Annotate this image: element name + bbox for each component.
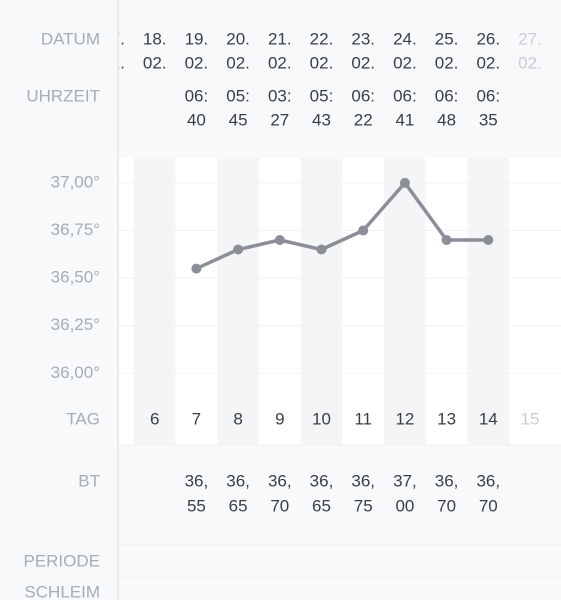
time: 06: (351, 86, 375, 105)
bt-value: 55 (187, 496, 206, 515)
bt-value: 36, (476, 471, 500, 490)
column-stripe (133, 158, 176, 445)
x-tick-label: 11 (354, 409, 372, 428)
time: 27 (270, 110, 289, 129)
bt-value: 37, (393, 471, 417, 490)
date: 02. (351, 53, 375, 72)
y-tick-label: 36,00° (51, 363, 100, 382)
row-label: DATUM (41, 29, 100, 48)
time: 43 (312, 110, 331, 129)
bt-value: 36, (185, 471, 209, 490)
y-tick-label: 36,50° (51, 268, 100, 287)
date: 23. (351, 29, 375, 48)
bt-value: 36, (310, 471, 334, 490)
temperature-line (195, 181, 489, 271)
x-tick-label: 9 (275, 409, 284, 428)
date: 20. (226, 29, 250, 48)
date: 02. (226, 53, 250, 72)
y-tick-label: 36,75° (51, 220, 100, 239)
date: 02. (268, 53, 292, 72)
date: 21. (268, 29, 292, 48)
temperature-point (483, 235, 494, 245)
bt-value: 70 (270, 496, 289, 515)
time: 06: (476, 86, 500, 105)
y-tick-label: 37,00° (51, 172, 100, 191)
bt-value: 75 (354, 496, 373, 515)
temperature-point (441, 235, 452, 245)
date: 02. (185, 53, 209, 72)
temperature-point (399, 177, 410, 188)
bt-value: 65 (229, 496, 248, 515)
bt-value: 70 (479, 496, 498, 515)
date: 19. (185, 29, 209, 48)
label-panel (0, 0, 117, 600)
date: 26. (476, 29, 500, 48)
date: 18. (143, 29, 167, 48)
date: 24. (393, 29, 417, 48)
bt-value: 65 (312, 496, 331, 515)
y-tick-label: 36,25° (51, 315, 100, 334)
date: 25. (435, 29, 459, 48)
column-stripe (467, 158, 510, 445)
row-label: BT (78, 471, 100, 490)
x-tick-label: 14 (479, 409, 498, 428)
column-stripe (384, 158, 426, 445)
row-label: UHRZEIT (26, 86, 100, 105)
time: 05: (226, 86, 250, 105)
time: 45 (229, 110, 248, 129)
date: 22. (310, 29, 334, 48)
temperature-point (274, 235, 285, 245)
x-tick-label: 7 (192, 409, 201, 428)
time: 06: (393, 86, 417, 105)
time: 06: (435, 86, 459, 105)
date: 02. (518, 53, 542, 72)
date: 02. (143, 53, 167, 72)
temperature-point (358, 225, 369, 236)
date: 02. (476, 53, 500, 72)
x-tick-label: 12 (395, 409, 414, 428)
time: 41 (395, 110, 414, 129)
bt-value: 00 (395, 496, 414, 515)
x-tick-label: 13 (437, 409, 456, 428)
x-tick-label: 15 (521, 409, 540, 428)
column-stripe (217, 158, 259, 445)
date: 02. (435, 53, 459, 72)
time: 06: (185, 86, 209, 105)
date: 02. (310, 53, 334, 72)
bt-value: 36, (268, 471, 292, 490)
temperature-point (316, 244, 327, 255)
bt-value: 36, (435, 471, 459, 490)
x-tick-label: 8 (233, 409, 242, 428)
row-label: TAG (66, 409, 100, 428)
time: 48 (437, 110, 456, 129)
date: 02. (393, 53, 417, 72)
time: 35 (479, 110, 498, 129)
temperature-point (191, 263, 202, 274)
bt-value: 36, (226, 471, 250, 490)
row-label: PERIODE (23, 551, 100, 570)
panel-edge (117, 0, 119, 600)
temperature-point (233, 244, 244, 255)
time: 40 (187, 110, 206, 129)
date: 27. (518, 29, 542, 48)
time: 05: (310, 86, 334, 105)
bt-value: 36, (351, 471, 375, 490)
x-tick-label: 6 (150, 409, 159, 428)
x-tick-label: 10 (312, 409, 331, 428)
bt-value: 70 (437, 496, 456, 515)
row-label: SCHLEIM (24, 582, 100, 600)
time: 03: (268, 86, 292, 105)
time: 22 (354, 110, 373, 129)
column-stripe (300, 158, 343, 445)
